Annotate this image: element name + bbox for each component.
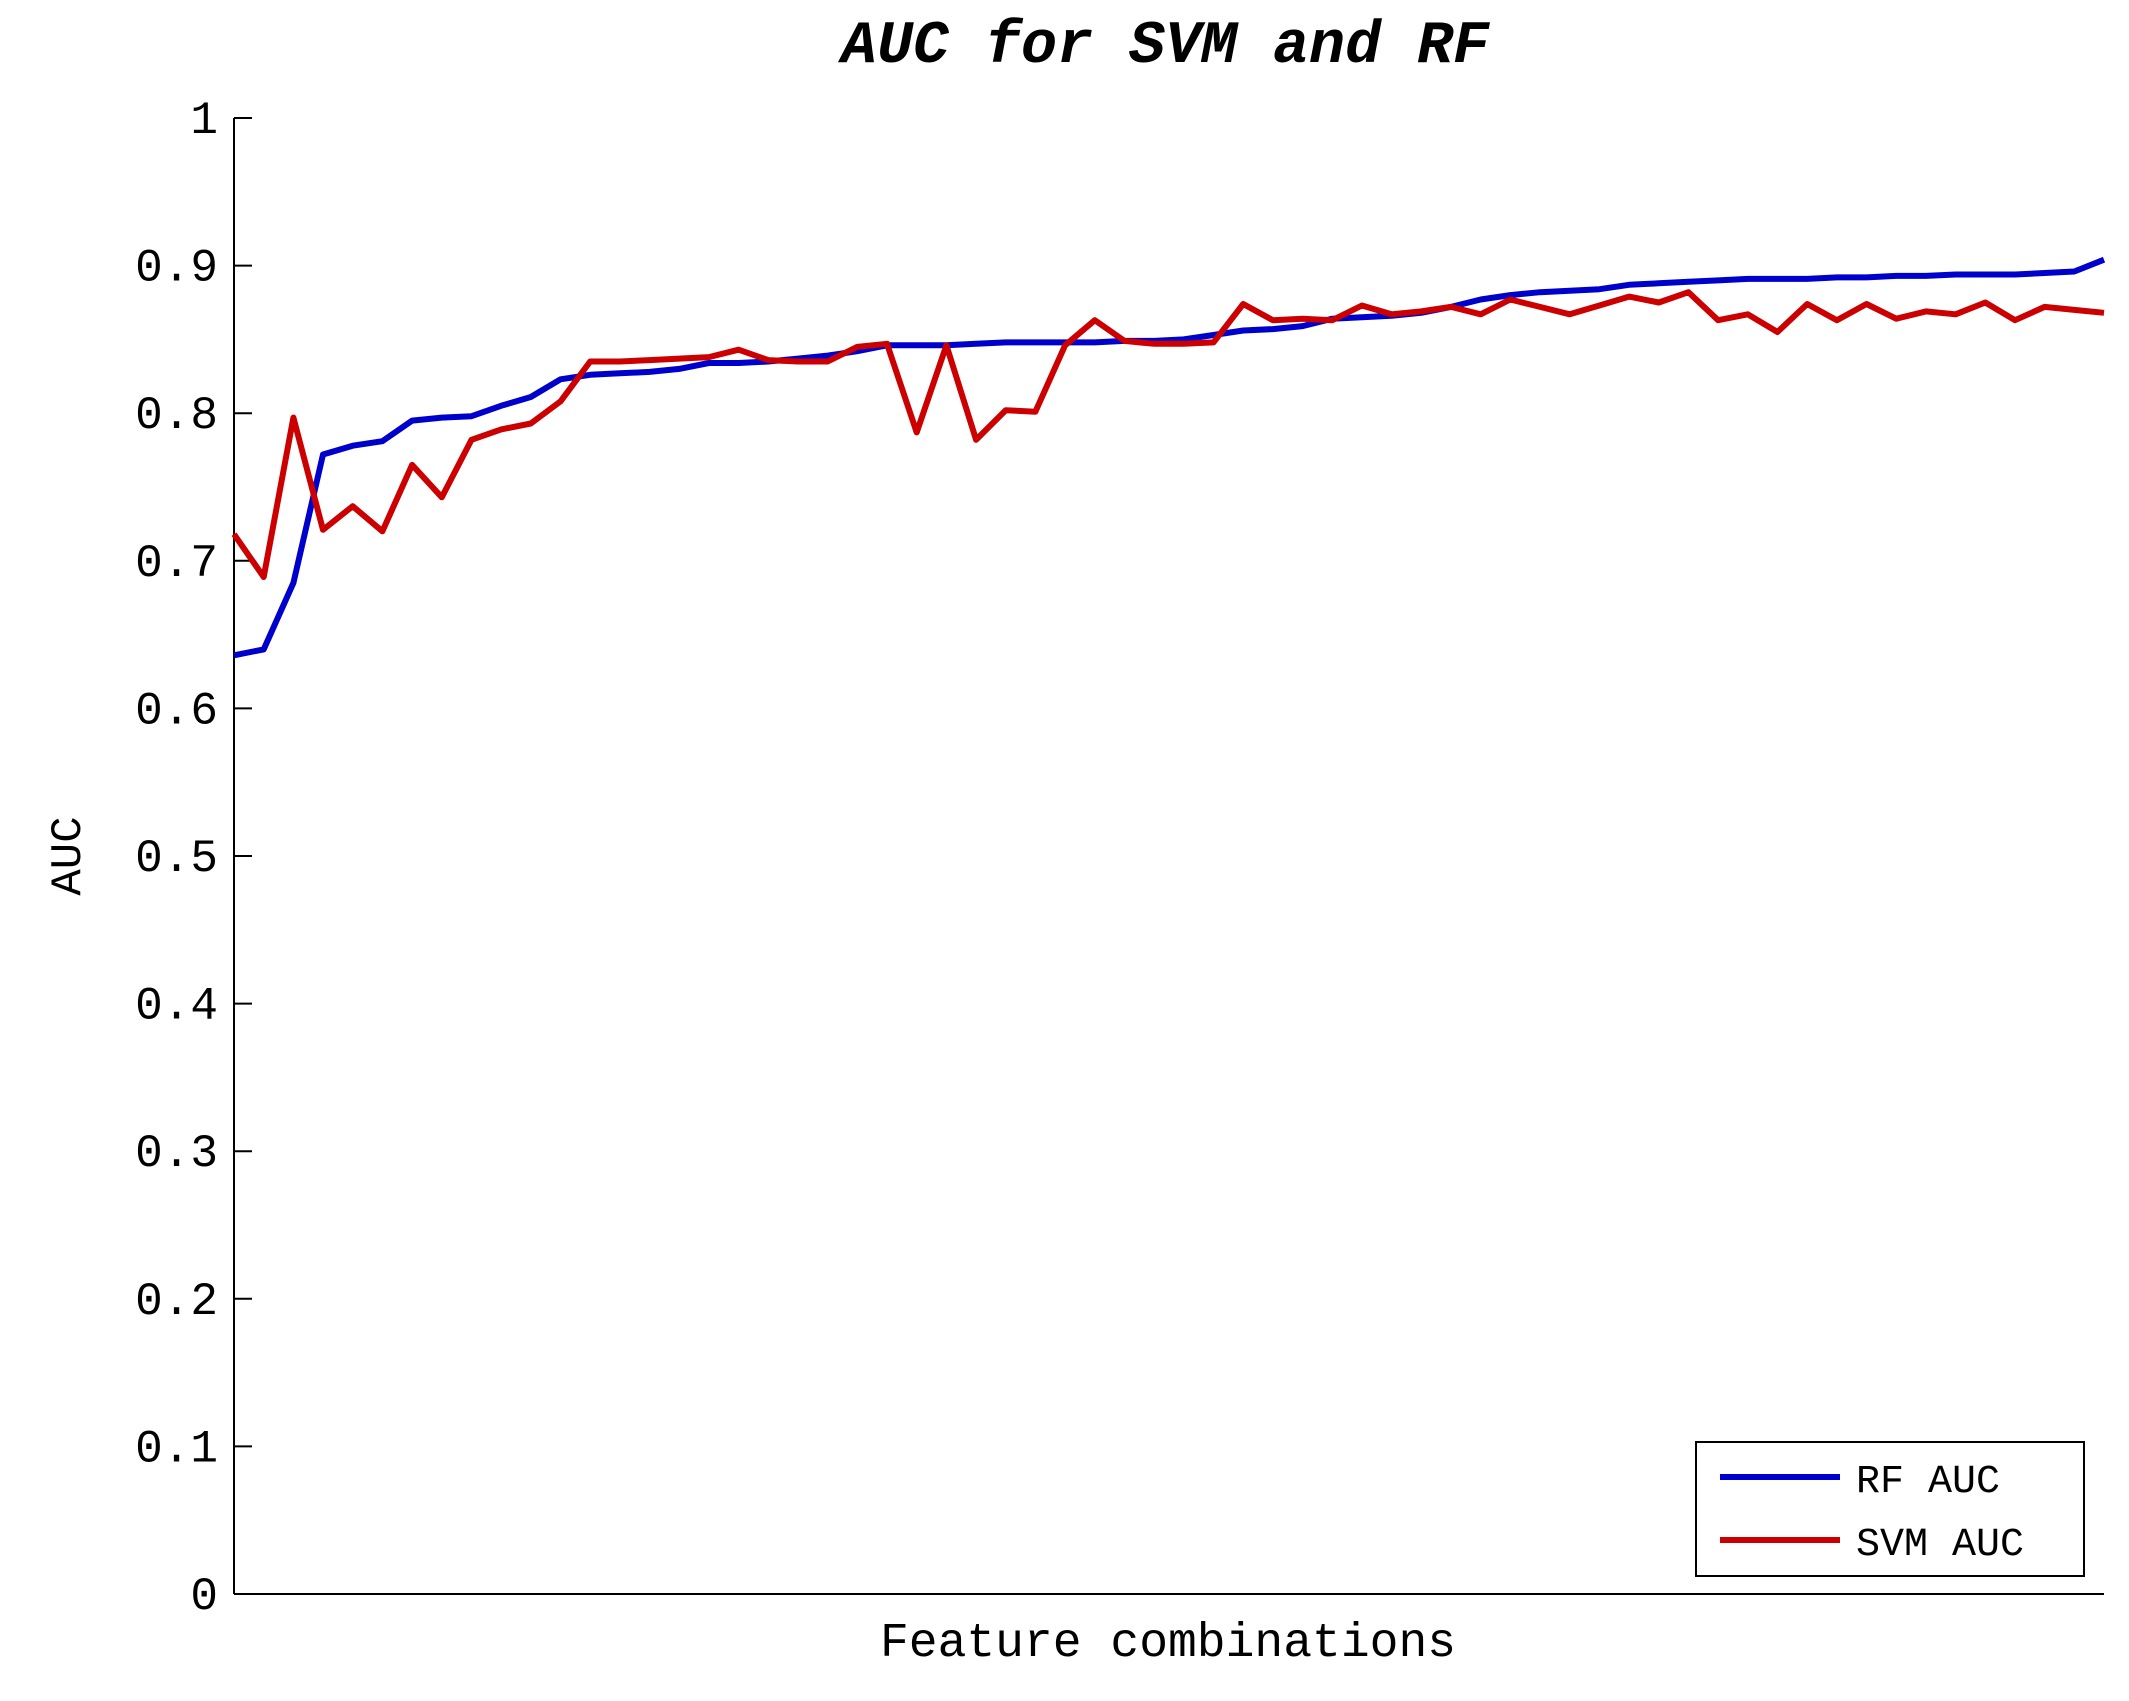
legend-label-rf-auc: RF AUC bbox=[1856, 1460, 2000, 1505]
y-axis-ticks: 0 0.1 0.2 0.3 0.4 0.5 0.6 0.7 0.8 0.9 1 bbox=[135, 95, 252, 1623]
series-lines bbox=[231, 256, 2106, 659]
y-tick-label: 0.4 bbox=[135, 981, 218, 1033]
chart-title: AUC for SVM and RF bbox=[837, 13, 1490, 81]
y-tick-label: 0.7 bbox=[135, 538, 218, 590]
y-tick-label: 0.5 bbox=[135, 833, 218, 885]
x-axis-label: Feature combinations bbox=[880, 1617, 1456, 1671]
y-tick-label: 0.8 bbox=[135, 390, 218, 442]
series-line-svm-auc bbox=[231, 289, 2105, 580]
y-tick-label: 0.1 bbox=[135, 1423, 218, 1475]
plot-area: 0 0.1 0.2 0.3 0.4 0.5 0.6 0.7 0.8 0.9 1 bbox=[135, 95, 2106, 1623]
y-tick-label: 0.2 bbox=[135, 1276, 218, 1328]
series-line-rf-auc bbox=[233, 256, 2106, 659]
y-axis-label: AUC bbox=[44, 816, 94, 895]
y-tick-label: 0.6 bbox=[135, 685, 218, 737]
y-tick-label: 0.9 bbox=[135, 243, 218, 295]
y-tick-label: 1 bbox=[190, 95, 218, 147]
y-tick-label: 0 bbox=[190, 1571, 218, 1623]
legend-box bbox=[1695, 1441, 2085, 1577]
y-tick-label: 0.3 bbox=[135, 1128, 218, 1180]
legend: RF AUC SVM AUC bbox=[1695, 1441, 2085, 1577]
legend-label-svm-auc: SVM AUC bbox=[1856, 1523, 2024, 1568]
